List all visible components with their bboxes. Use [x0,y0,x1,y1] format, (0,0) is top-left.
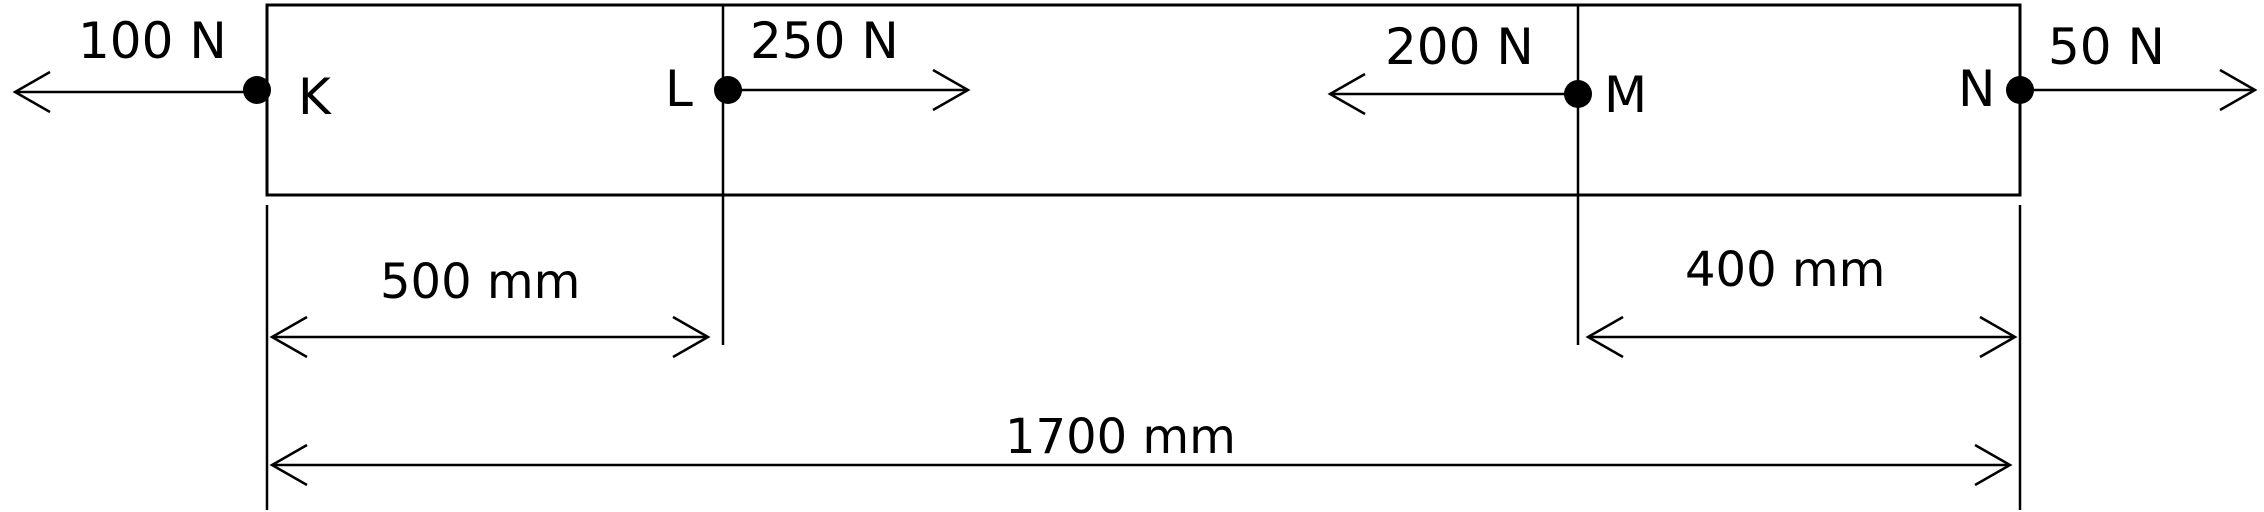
dimension-arrow-kl [269,315,711,359]
point-label-n: N [1958,60,1995,118]
point-dot-k [243,76,271,104]
force-arrow-l [733,68,971,112]
point-label-l: L [665,60,693,118]
dimension-label-mn: 400 mm [1685,242,1885,298]
force-label-l: 250 N [750,12,899,70]
point-dot-n [2006,76,2034,104]
dimension-arrow-mn [1585,315,2018,359]
dimension-label-kn: 1700 mm [1005,409,1236,465]
point-dot-m [1564,80,1592,108]
point-dot-l [714,76,742,104]
dimension-label-kl: 500 mm [380,254,580,310]
point-label-m: M [1604,66,1647,124]
force-arrow-k [12,70,257,114]
bar-body [265,3,2022,197]
force-label-k: 100 N [78,12,227,70]
dimension-arrow-kn [269,443,2013,487]
force-arrow-m [1327,72,1568,116]
point-label-k: K [298,68,332,126]
force-arrow-n [2030,68,2258,112]
force-label-n: 50 N [2048,18,2165,76]
force-label-m: 200 N [1385,18,1534,76]
